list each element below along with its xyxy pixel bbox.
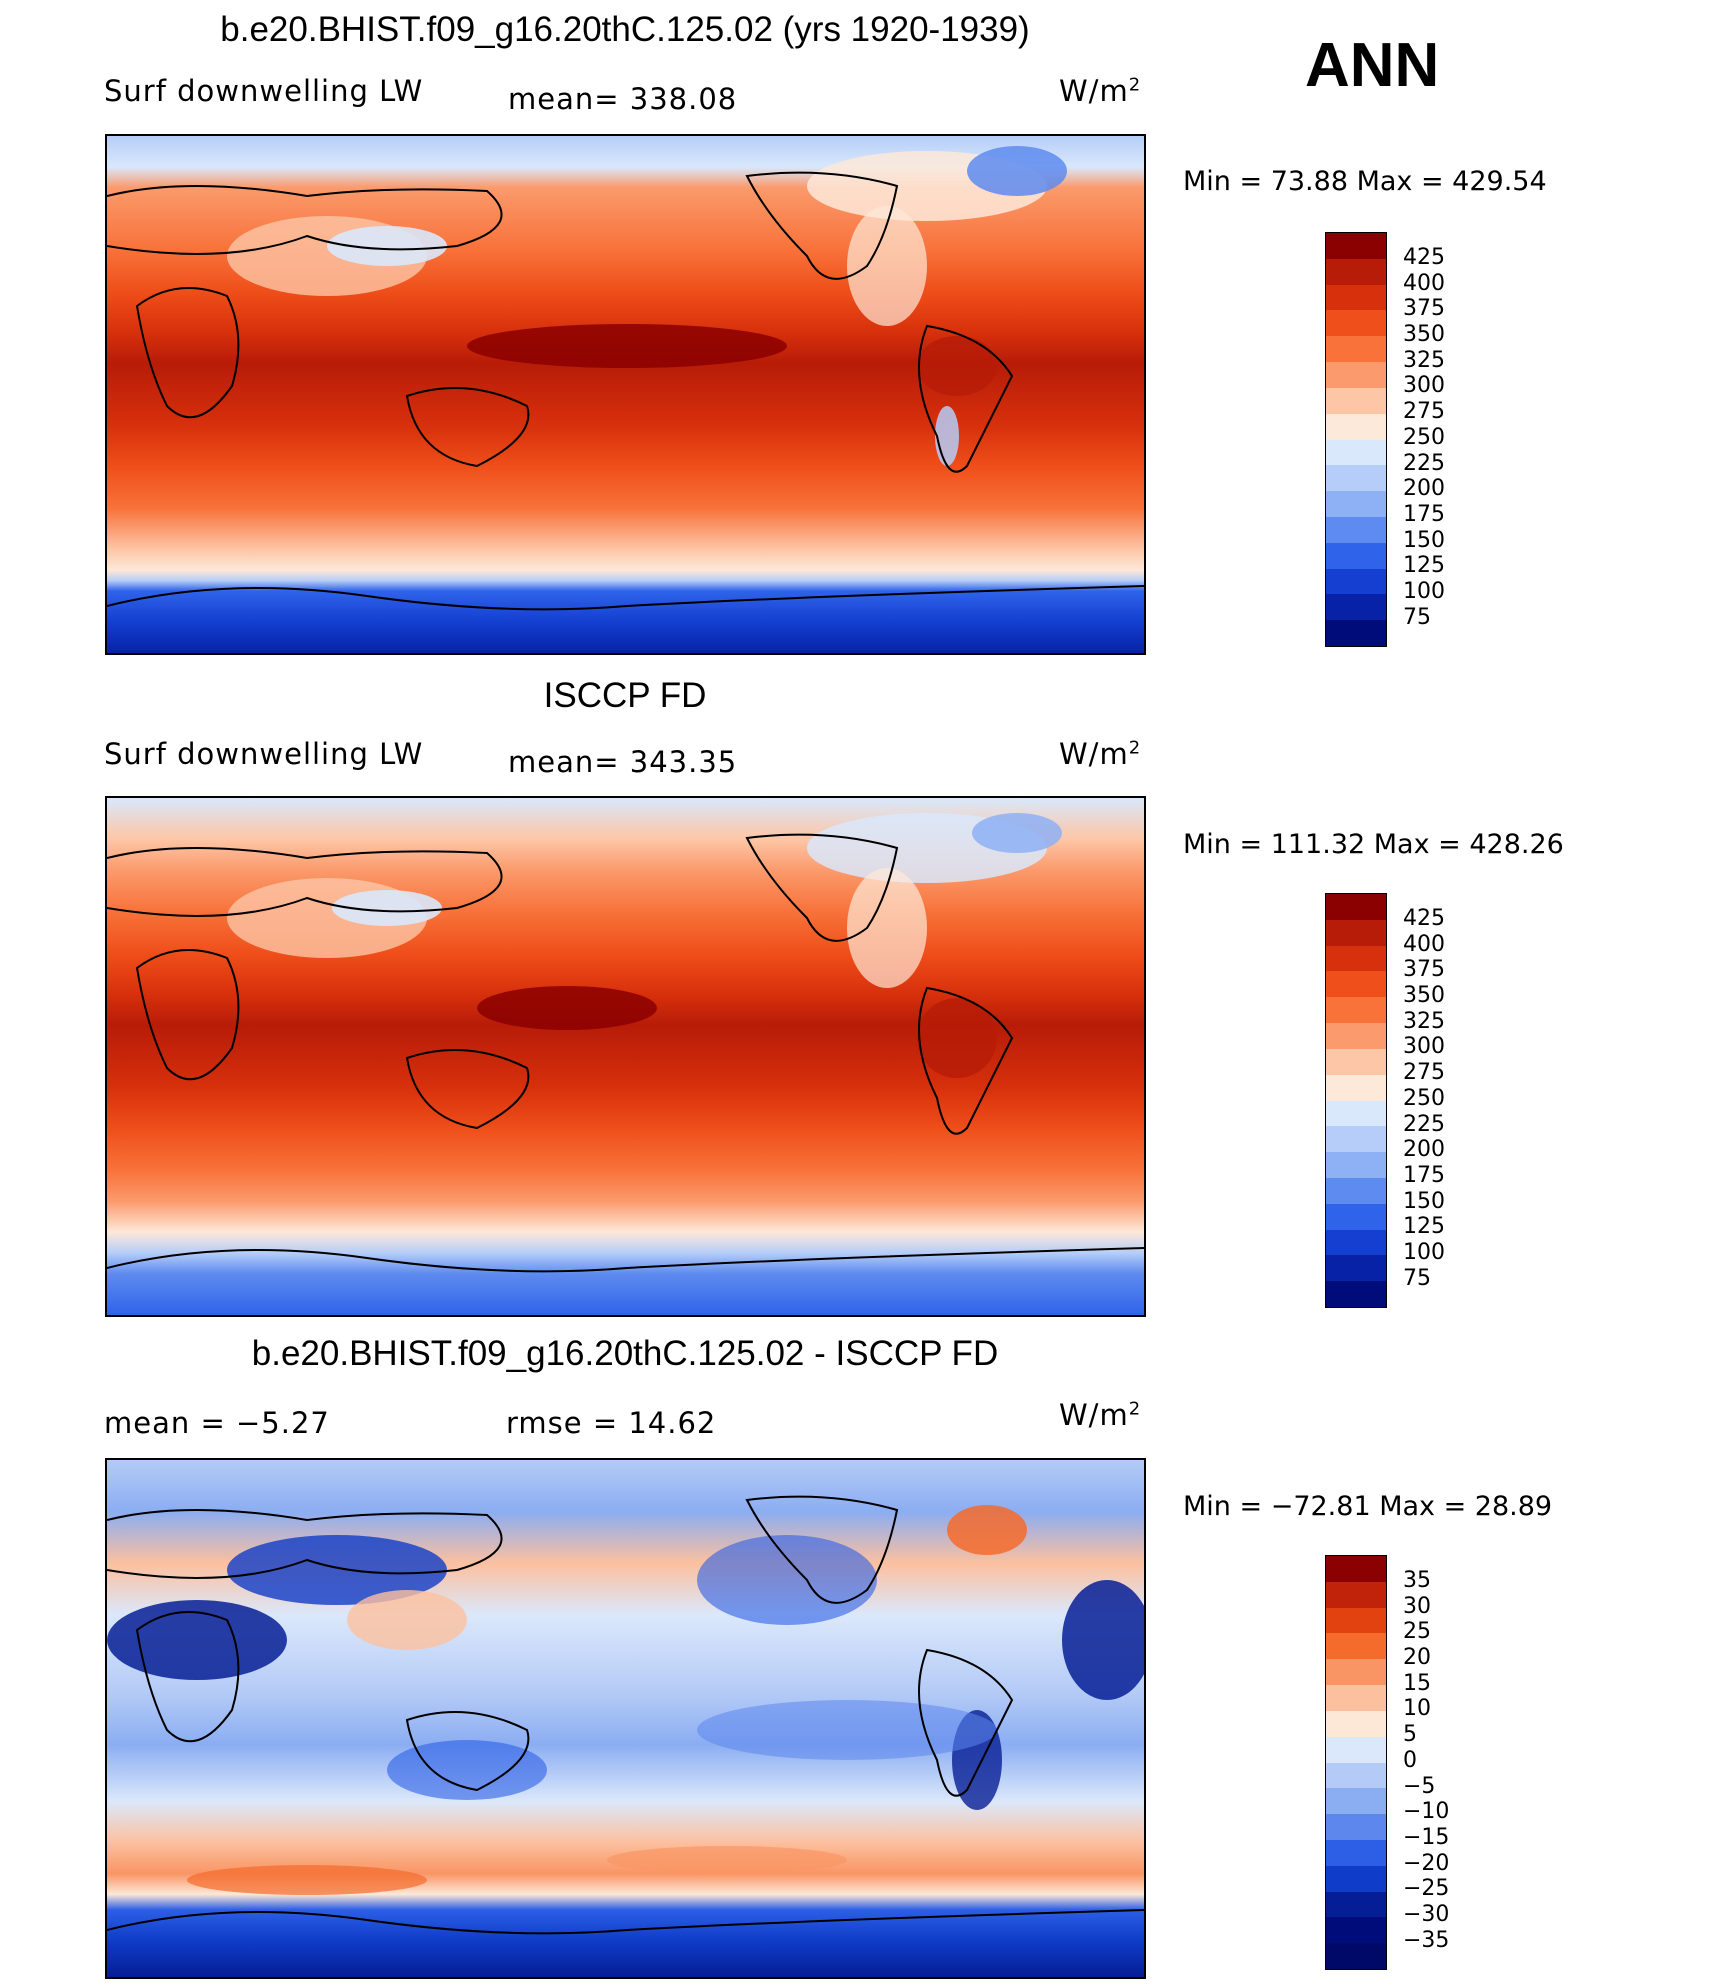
colorbar-tick-label: 175 [1403, 1162, 1445, 1188]
panel-1-map [105, 134, 1146, 655]
panel-1-colorbar-swatches [1325, 232, 1387, 647]
colorbar-tick-label: 30 [1403, 1593, 1431, 1619]
panel-3-map [105, 1458, 1152, 1979]
colorbar-tick-label: 150 [1403, 527, 1445, 553]
panel-2-minmax: Min = 111.32 Max = 428.26 [1183, 829, 1564, 860]
panel-1-left-label: Surf downwelling LW [104, 74, 424, 108]
colorbar-tick-label: 425 [1403, 906, 1445, 931]
panel-1-minmax: Min = 73.88 Max = 429.54 [1183, 166, 1547, 197]
colorbar-tick-label: −15 [1403, 1824, 1450, 1850]
colorbar-tick-label: 20 [1403, 1645, 1431, 1671]
colorbar-tick-label: 100 [1403, 578, 1445, 604]
colorbar-tick-label: 200 [1403, 476, 1445, 502]
panel-3-colorbar-labels: 35 30 25 20 15 10 5 0 −5 −10 −15 −20 −25… [1403, 1568, 1449, 1953]
colorbar-tick-label: 275 [1403, 1060, 1445, 1086]
colorbar-tick-label: 5 [1403, 1722, 1417, 1748]
panel-2-colorbar-swatches [1325, 893, 1387, 1308]
panel-1-colorbar-labels: 425 400 375 350 325 300 275 250 225 200 … [1403, 245, 1445, 630]
panel-1-mean-label: mean= 338.08 [508, 82, 738, 116]
colorbar-tick-label: 300 [1403, 373, 1445, 399]
colorbar-tick-label: 350 [1403, 322, 1445, 348]
panel-3-units: W/m2 [1059, 1398, 1142, 1432]
panel-1-units: W/m2 [1059, 74, 1142, 108]
colorbar-tick-label: 275 [1403, 399, 1445, 425]
colorbar-tick-label: 10 [1403, 1696, 1431, 1722]
colorbar-tick-label: 225 [1403, 450, 1445, 476]
colorbar-tick-label: 375 [1403, 957, 1445, 983]
colorbar-tick-label: 425 [1403, 245, 1445, 270]
colorbar-tick-label: 225 [1403, 1111, 1445, 1137]
panel-2-colorbar-labels: 425 400 375 350 325 300 275 250 225 200 … [1403, 906, 1445, 1291]
season-label: ANN [1305, 31, 1440, 100]
colorbar-tick-label: 175 [1403, 501, 1445, 527]
panel-2-left-label: Surf downwelling LW [104, 737, 424, 771]
panel-1-map-svg [106, 136, 1145, 653]
panel-3-title: b.e20.BHIST.f09_g16.20thC.125.02 - ISCCP… [251, 1334, 999, 1373]
colorbar-tick-label: 325 [1403, 347, 1445, 373]
colorbar-tick-label: 250 [1403, 424, 1445, 450]
colorbar-tick-label: 15 [1403, 1670, 1431, 1696]
colorbar-tick-label: 35 [1403, 1568, 1431, 1593]
colorbar-tick-label: 0 [1403, 1747, 1417, 1773]
colorbar-tick-label: 125 [1403, 553, 1445, 579]
colorbar-tick-label: 400 [1403, 270, 1445, 296]
panel-3-rmse-label: rmse = 14.62 [506, 1406, 717, 1440]
panel-3-mean-label: mean = −5.27 [104, 1406, 330, 1440]
colorbar-tick-label: −35 [1403, 1927, 1450, 1953]
panel-2-title: ISCCP FD [543, 676, 707, 715]
colorbar-tick-label: 325 [1403, 1008, 1445, 1034]
panel-2-map [105, 796, 1146, 1317]
colorbar-tick-label: −5 [1403, 1773, 1436, 1799]
colorbar-tick-label: −10 [1403, 1799, 1450, 1825]
colorbar-tick-label: 125 [1403, 1214, 1445, 1240]
colorbar-tick-label: 250 [1403, 1085, 1445, 1111]
colorbar-tick-label: 75 [1403, 1265, 1431, 1291]
panel-2-map-svg [106, 798, 1145, 1315]
colorbar-tick-label: −25 [1403, 1876, 1450, 1902]
panel-3-colorbar-swatches [1325, 1555, 1387, 1970]
colorbar-tick-label: −30 [1403, 1901, 1450, 1927]
panel-1-title: b.e20.BHIST.f09_g16.20thC.125.02 (yrs 19… [220, 10, 1030, 49]
colorbar-tick-label: 350 [1403, 983, 1445, 1009]
colorbar-tick-label: 200 [1403, 1137, 1445, 1163]
colorbar-tick-label: 150 [1403, 1188, 1445, 1214]
colorbar-tick-label: 25 [1403, 1619, 1431, 1645]
colorbar-tick-label: 300 [1403, 1034, 1445, 1060]
colorbar-tick-label: 375 [1403, 296, 1445, 322]
colorbar-tick-label: 100 [1403, 1239, 1445, 1265]
panel-3-map-svg [106, 1460, 1152, 1977]
panel-2-mean-label: mean= 343.35 [508, 745, 738, 779]
colorbar-tick-label: −20 [1403, 1850, 1450, 1876]
panel-2-units: W/m2 [1059, 737, 1142, 771]
colorbar-tick-label: 400 [1403, 931, 1445, 957]
panel-3-minmax: Min = −72.81 Max = 28.89 [1183, 1491, 1553, 1522]
colorbar-tick-label: 75 [1403, 604, 1431, 630]
